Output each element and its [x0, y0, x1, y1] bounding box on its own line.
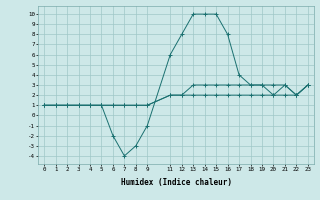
- X-axis label: Humidex (Indice chaleur): Humidex (Indice chaleur): [121, 178, 231, 187]
